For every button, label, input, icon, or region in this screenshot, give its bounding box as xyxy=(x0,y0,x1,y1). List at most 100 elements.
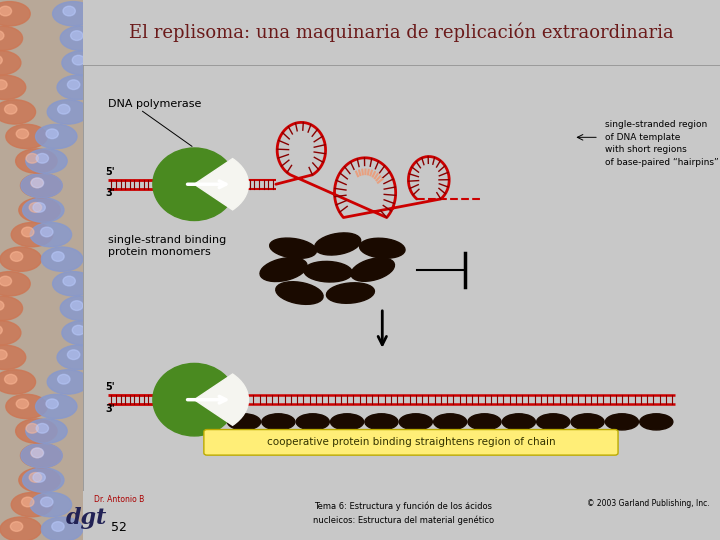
Ellipse shape xyxy=(6,394,48,418)
Text: 52: 52 xyxy=(111,521,127,535)
Ellipse shape xyxy=(21,443,63,468)
Ellipse shape xyxy=(4,374,17,384)
Ellipse shape xyxy=(351,258,395,281)
Ellipse shape xyxy=(71,31,83,40)
Ellipse shape xyxy=(6,124,48,148)
Ellipse shape xyxy=(0,350,7,360)
Ellipse shape xyxy=(0,31,4,40)
Ellipse shape xyxy=(0,80,7,90)
Text: © 2003 Garland Publishing, Inc.: © 2003 Garland Publishing, Inc. xyxy=(587,499,709,508)
Ellipse shape xyxy=(72,55,85,65)
Text: single-stranded region
of DNA template
with short regions
of base-paired “hairpi: single-stranded region of DNA template w… xyxy=(606,120,719,167)
Ellipse shape xyxy=(262,414,295,430)
Ellipse shape xyxy=(16,399,29,409)
Wedge shape xyxy=(194,159,248,210)
Ellipse shape xyxy=(68,350,80,360)
Ellipse shape xyxy=(52,522,64,531)
Ellipse shape xyxy=(606,414,639,430)
Ellipse shape xyxy=(31,178,43,188)
Ellipse shape xyxy=(315,233,361,255)
Ellipse shape xyxy=(228,414,261,430)
Ellipse shape xyxy=(0,26,22,50)
Ellipse shape xyxy=(31,448,43,458)
Ellipse shape xyxy=(31,178,44,188)
Text: cooperative protein binding straightens region of chain: cooperative protein binding straightens … xyxy=(266,437,555,447)
Ellipse shape xyxy=(296,414,329,430)
Ellipse shape xyxy=(0,6,12,16)
Ellipse shape xyxy=(46,399,58,409)
Ellipse shape xyxy=(35,394,77,418)
Ellipse shape xyxy=(71,301,83,310)
Ellipse shape xyxy=(40,497,53,507)
Ellipse shape xyxy=(36,423,48,433)
Ellipse shape xyxy=(30,222,71,247)
Ellipse shape xyxy=(22,497,34,507)
Ellipse shape xyxy=(58,104,70,114)
Ellipse shape xyxy=(0,325,2,335)
Ellipse shape xyxy=(68,80,80,90)
Ellipse shape xyxy=(62,321,103,345)
Ellipse shape xyxy=(10,522,23,531)
Ellipse shape xyxy=(0,345,26,369)
Ellipse shape xyxy=(40,227,53,237)
Text: dgt: dgt xyxy=(66,507,107,529)
Text: El replisoma: una maquinaria de replicación extraordinaria: El replisoma: una maquinaria de replicac… xyxy=(129,23,674,42)
Ellipse shape xyxy=(26,153,38,163)
Ellipse shape xyxy=(433,414,467,430)
Ellipse shape xyxy=(62,51,103,75)
Ellipse shape xyxy=(0,100,35,124)
Ellipse shape xyxy=(26,419,67,443)
Ellipse shape xyxy=(19,198,60,222)
Ellipse shape xyxy=(41,517,83,540)
Ellipse shape xyxy=(48,100,89,124)
Ellipse shape xyxy=(365,414,398,430)
Ellipse shape xyxy=(58,374,70,384)
Text: 3': 3' xyxy=(105,403,114,414)
Ellipse shape xyxy=(31,448,44,458)
Ellipse shape xyxy=(0,2,30,26)
Ellipse shape xyxy=(270,238,317,259)
Ellipse shape xyxy=(42,247,83,271)
Ellipse shape xyxy=(57,345,99,369)
Ellipse shape xyxy=(399,414,432,430)
Ellipse shape xyxy=(53,272,94,296)
Ellipse shape xyxy=(48,370,89,394)
Text: 5': 5' xyxy=(105,167,114,177)
Ellipse shape xyxy=(26,423,38,433)
Ellipse shape xyxy=(304,261,352,282)
Text: 5': 5' xyxy=(105,382,114,392)
Ellipse shape xyxy=(0,51,21,75)
Ellipse shape xyxy=(30,492,71,517)
FancyBboxPatch shape xyxy=(204,429,618,455)
Ellipse shape xyxy=(0,276,12,286)
Ellipse shape xyxy=(30,202,42,212)
Ellipse shape xyxy=(12,492,53,517)
Ellipse shape xyxy=(20,443,62,468)
Ellipse shape xyxy=(0,301,4,310)
Ellipse shape xyxy=(60,296,102,320)
Text: single-strand binding
protein monomers: single-strand binding protein monomers xyxy=(108,235,227,257)
Ellipse shape xyxy=(33,472,45,482)
Ellipse shape xyxy=(22,227,34,237)
Ellipse shape xyxy=(571,414,604,430)
Ellipse shape xyxy=(10,252,23,261)
Ellipse shape xyxy=(26,149,67,173)
Ellipse shape xyxy=(52,252,64,261)
Ellipse shape xyxy=(22,198,64,222)
Ellipse shape xyxy=(35,124,77,148)
Ellipse shape xyxy=(639,414,673,430)
Ellipse shape xyxy=(16,419,57,443)
Ellipse shape xyxy=(0,370,35,394)
Ellipse shape xyxy=(16,149,57,173)
Ellipse shape xyxy=(30,472,42,482)
Ellipse shape xyxy=(0,247,41,271)
Ellipse shape xyxy=(21,173,63,198)
Ellipse shape xyxy=(276,282,323,305)
Ellipse shape xyxy=(63,276,76,286)
Text: Dr. Antonio B: Dr. Antonio B xyxy=(94,495,144,504)
Ellipse shape xyxy=(503,414,536,430)
Ellipse shape xyxy=(53,2,94,26)
Ellipse shape xyxy=(0,517,42,540)
Ellipse shape xyxy=(4,104,17,114)
Ellipse shape xyxy=(330,414,364,430)
